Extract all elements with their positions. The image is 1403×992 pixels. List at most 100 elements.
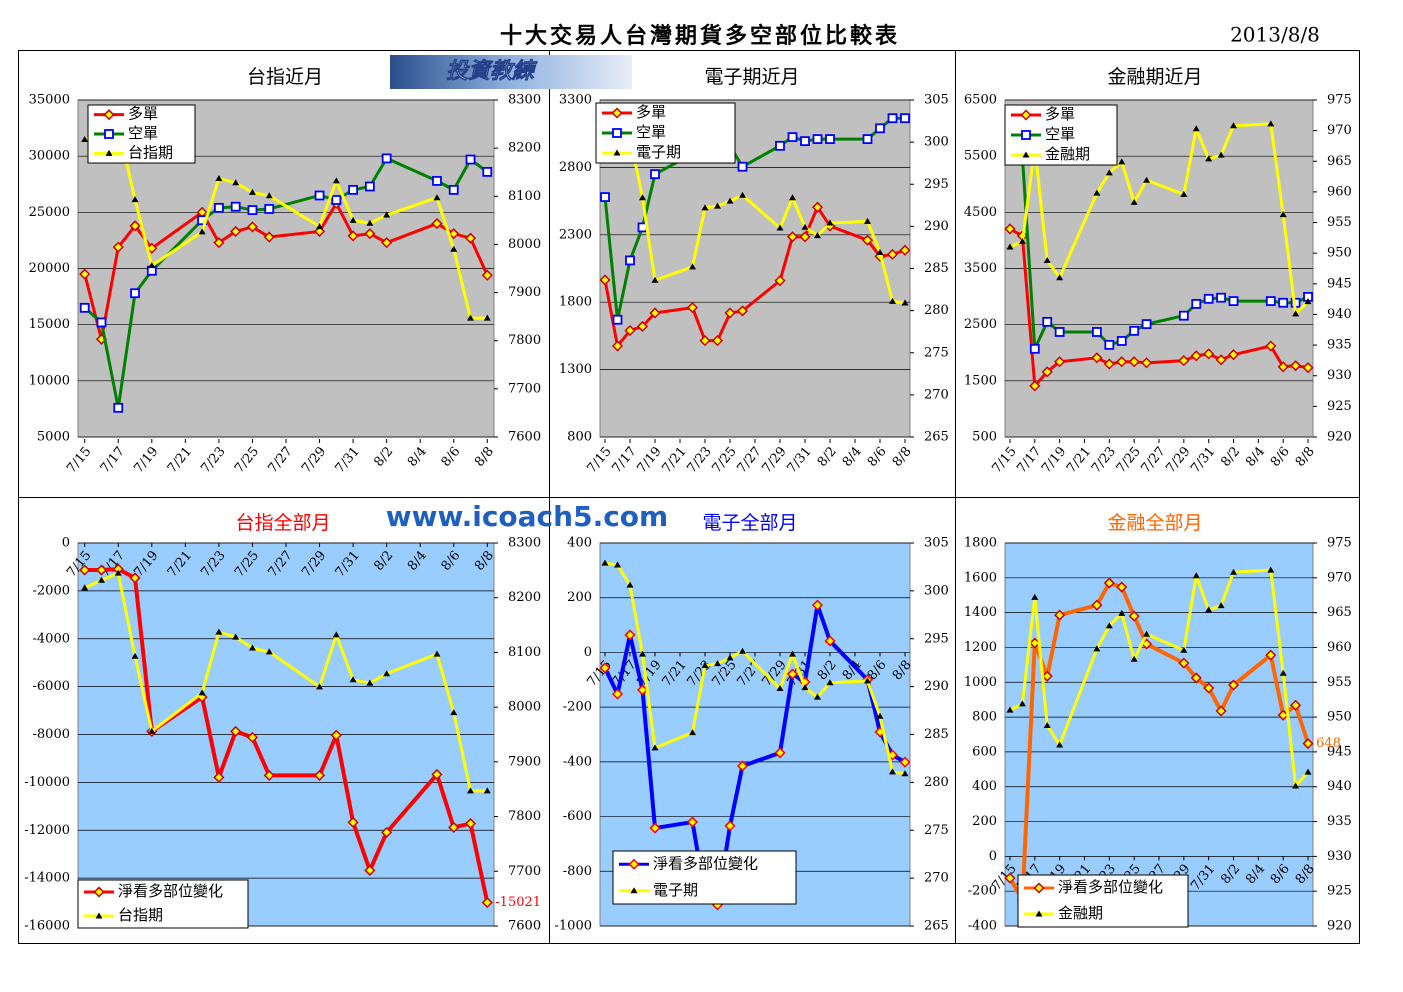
y-tick-label: 20000	[29, 261, 70, 276]
marker	[1056, 274, 1064, 281]
y-tick-label: 1000	[964, 675, 997, 690]
marker	[349, 676, 357, 683]
marker	[448, 821, 460, 833]
marker	[1041, 670, 1053, 682]
series-group	[1004, 120, 1314, 392]
marker	[97, 576, 105, 583]
x-tick-label: 7/27	[1138, 444, 1168, 476]
y2-tick-label: 975	[1327, 93, 1352, 108]
marker	[129, 220, 141, 232]
marker	[130, 288, 140, 299]
marker	[1227, 679, 1240, 691]
marker	[383, 670, 391, 677]
marker	[316, 223, 324, 230]
marker	[230, 225, 242, 237]
marker	[1216, 292, 1226, 303]
y-tick-label: -1000	[555, 919, 592, 934]
y2-tick-label: 285	[924, 727, 949, 742]
marker	[79, 302, 90, 313]
marker	[625, 255, 635, 266]
chart: 電子全部月 -1000 -800 -600 -400 -200 0 200 400 265 270 2…	[555, 512, 949, 934]
marker	[1105, 622, 1113, 629]
marker	[433, 650, 441, 657]
marker	[650, 169, 660, 180]
marker	[1265, 649, 1277, 661]
marker	[889, 768, 896, 775]
marker	[699, 335, 711, 347]
marker	[1031, 593, 1039, 600]
marker	[330, 729, 342, 741]
y2-tick-label: 965	[1327, 154, 1352, 169]
x-tick-label: 7/31	[784, 444, 814, 476]
marker	[824, 635, 836, 647]
marker	[364, 181, 375, 192]
y2-tick-label: 8200	[508, 590, 541, 605]
y2-tick-label: 270	[924, 871, 949, 886]
y-tick-label: 10000	[29, 373, 70, 388]
marker	[639, 194, 646, 201]
marker	[811, 599, 824, 611]
chart: 電子期近月 800 1300 1800 2300 2800 3300 265 270 275 280…	[559, 66, 949, 476]
legend-marker	[1033, 882, 1045, 894]
marker	[129, 572, 141, 584]
marker	[739, 191, 746, 198]
marker	[81, 584, 89, 591]
marker	[600, 192, 610, 202]
marker	[714, 660, 721, 667]
marker	[1104, 339, 1115, 350]
marker	[265, 192, 273, 199]
y2-tick-label: 7700	[508, 864, 541, 879]
marker	[1118, 158, 1126, 165]
marker	[448, 228, 460, 240]
chart-title: 台指全部月	[235, 512, 330, 534]
y2-tick-label: 935	[1327, 814, 1352, 829]
marker	[876, 712, 884, 719]
marker	[1190, 350, 1202, 362]
y-tick-label: 2800	[559, 160, 592, 175]
y-tick-label: -2000	[33, 583, 70, 598]
y-tick-label: 1800	[964, 536, 997, 551]
y2-tick-label: 7700	[508, 381, 541, 396]
y-tick-label: 0	[62, 536, 70, 551]
marker	[481, 897, 493, 909]
x-tick-label: 8/2	[815, 444, 840, 470]
x-tick-label: 8/4	[1243, 444, 1268, 470]
marker	[686, 302, 699, 314]
marker	[1191, 298, 1202, 309]
y-tick-label: 35000	[29, 93, 70, 108]
y2-tick-label: 8100	[508, 189, 541, 204]
marker	[483, 787, 491, 794]
x-tick-label: 7/27	[265, 444, 295, 476]
marker	[1054, 327, 1065, 337]
legend-label: 淨看多部位變化	[653, 854, 758, 872]
marker	[81, 135, 89, 142]
marker	[864, 217, 871, 224]
y2-tick-label: 275	[924, 823, 949, 838]
y-tick-label: -200	[968, 884, 997, 899]
page-title: 十大交易人台灣期貨多空部位比較表	[500, 23, 900, 49]
marker	[636, 684, 649, 696]
y-tick-label: 600	[972, 744, 997, 759]
y2-tick-label: 940	[1327, 779, 1352, 794]
y2-tick-label: 920	[1327, 919, 1352, 934]
legend-marker	[104, 129, 114, 139]
legend-label: 多單	[636, 103, 666, 121]
marker	[1302, 362, 1314, 374]
x-tick-label: 7/29	[299, 444, 329, 476]
marker	[626, 581, 634, 588]
banner-bg	[390, 55, 632, 89]
marker	[900, 113, 910, 124]
legend-marker	[95, 912, 103, 919]
marker	[232, 633, 240, 640]
legend-box	[77, 879, 249, 929]
x-tick-label: 7/19	[1039, 444, 1069, 476]
marker	[1279, 669, 1287, 676]
chart: 台指近月 5000 10000 15000 20000 25000 30000 35000 76…	[29, 66, 541, 476]
marker	[1141, 357, 1153, 369]
marker	[79, 564, 91, 576]
x-tick-label: 7/15	[989, 444, 1019, 476]
y2-tick-label: 945	[1327, 276, 1352, 291]
marker	[1290, 360, 1302, 372]
marker	[332, 177, 340, 184]
x-tick-label: 7/15	[584, 444, 614, 476]
